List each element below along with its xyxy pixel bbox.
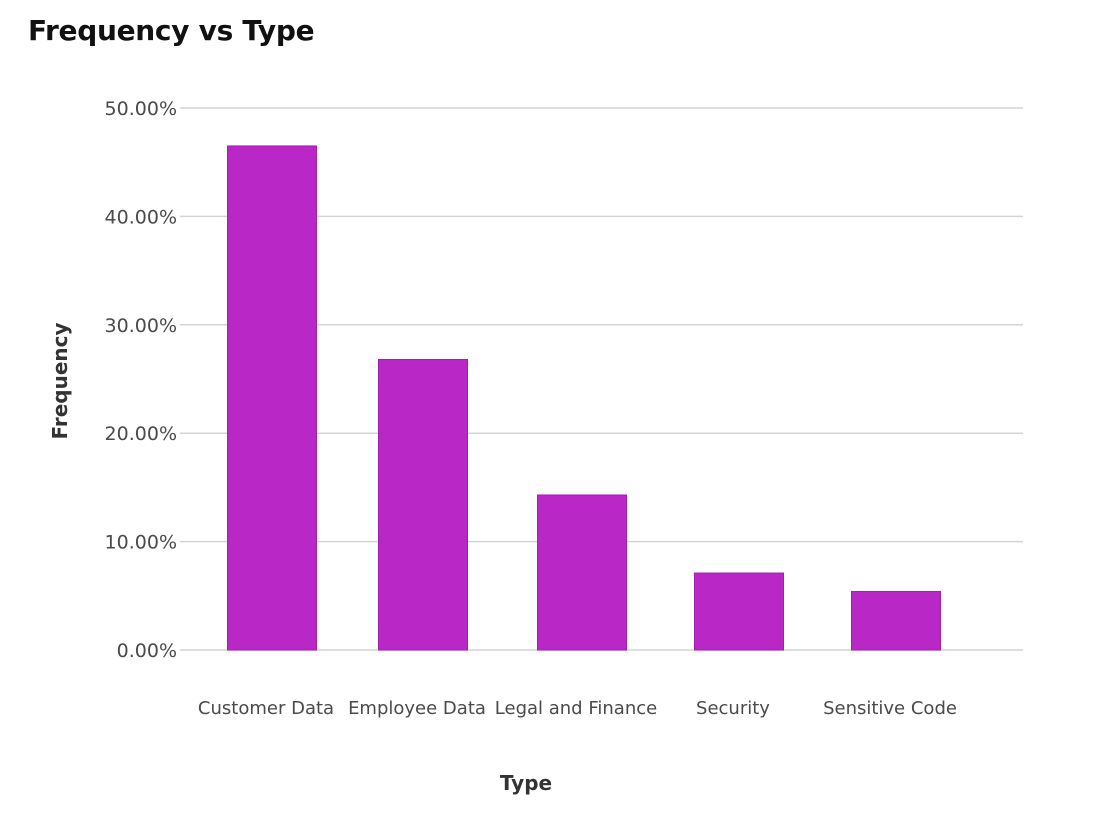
bars bbox=[227, 145, 941, 651]
y-tick-label: 50.00% bbox=[105, 98, 177, 120]
x-tick-label: Legal and Finance bbox=[495, 698, 657, 719]
y-axis-title: Frequency bbox=[48, 322, 72, 439]
bar bbox=[227, 145, 317, 651]
bar bbox=[378, 358, 468, 651]
y-tick-label: 40.00% bbox=[105, 206, 177, 228]
y-tick-label: 0.00% bbox=[117, 640, 177, 662]
x-tick-label: Security bbox=[696, 698, 770, 719]
x-tick-label: Sensitive Code bbox=[823, 698, 957, 719]
x-axis-ticks: Customer Data Employee Data Legal and Fina… bbox=[198, 698, 957, 719]
x-tick-label: Employee Data bbox=[348, 698, 486, 719]
bar bbox=[694, 572, 784, 651]
y-tick-label: 10.00% bbox=[105, 532, 177, 554]
y-tick-label: 30.00% bbox=[105, 315, 177, 337]
x-axis-title: Type bbox=[500, 771, 552, 795]
x-tick-label: Customer Data bbox=[198, 698, 334, 719]
y-tick-label: 20.00% bbox=[105, 423, 177, 445]
bar bbox=[851, 590, 941, 651]
chart-title: Frequency vs Type bbox=[28, 14, 315, 47]
y-axis-ticks: 0.00% 10.00% 20.00% 30.00% 40.00% 50.00% bbox=[105, 98, 177, 662]
bar bbox=[537, 494, 627, 651]
